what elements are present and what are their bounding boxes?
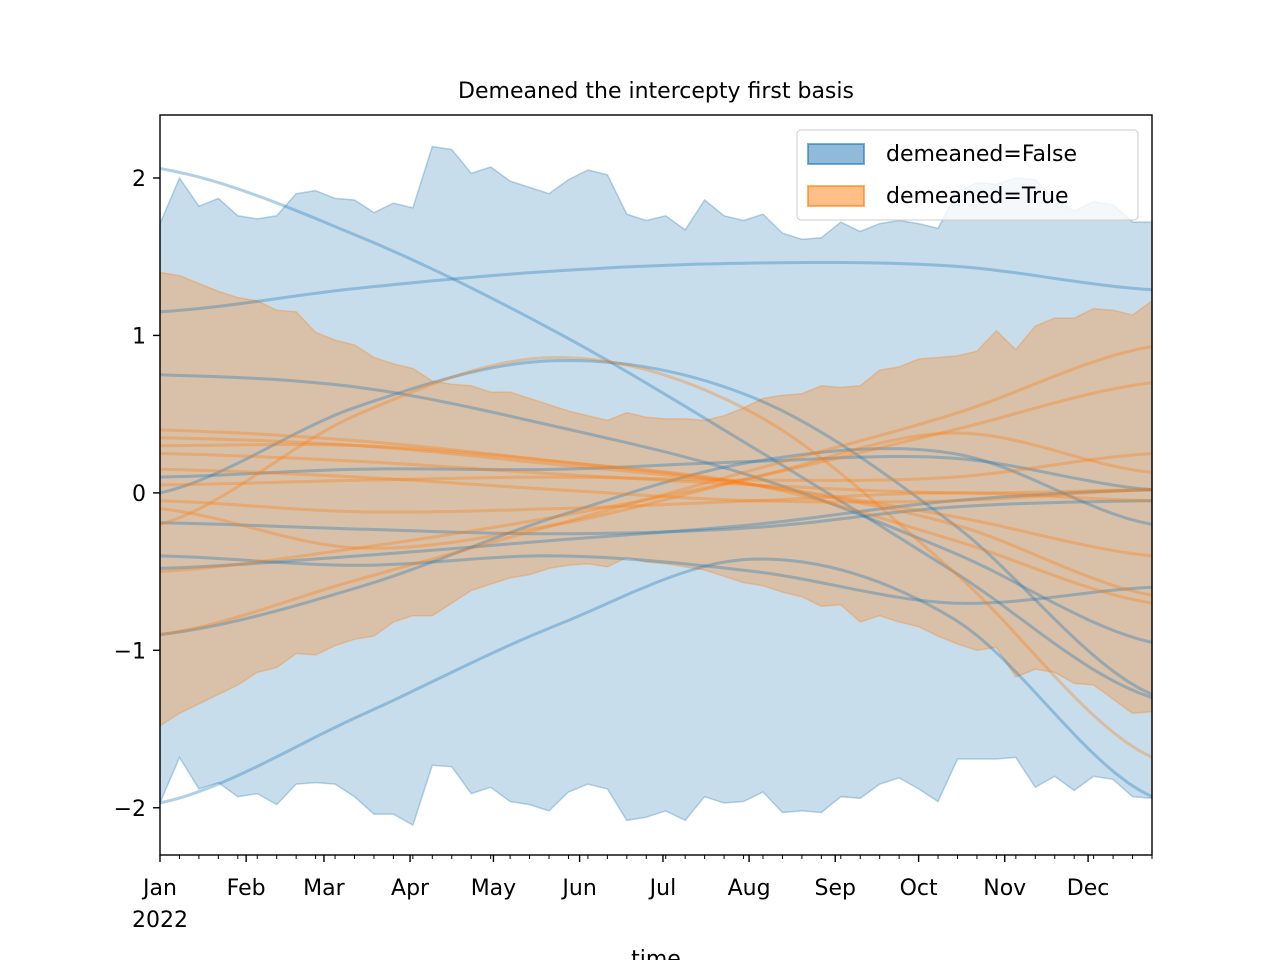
series-line-demeaned-false-8 bbox=[159, 447, 1153, 637]
legend-box bbox=[796, 129, 1139, 221]
series-line-demeaned-false-2 bbox=[159, 557, 1153, 805]
legend-items: demeaned=False demeaned=True bbox=[807, 142, 1077, 209]
legend-swatch bbox=[807, 143, 865, 165]
x-tick-label: Oct bbox=[900, 876, 938, 901]
chart-title: Demeaned the intercepty first basis bbox=[458, 79, 854, 104]
series-line-demeaned-true-1 bbox=[159, 356, 1153, 759]
series-line-demeaned-false-10 bbox=[159, 499, 1153, 536]
x-tick-label: Jun bbox=[560, 876, 596, 901]
x-tick-year-label: 2022 bbox=[132, 908, 188, 933]
x-tick-label: Sep bbox=[814, 876, 855, 901]
x-tick-label: Jul bbox=[648, 876, 677, 901]
y-tick-label: 2 bbox=[132, 167, 146, 192]
series-line-demeaned-false-1 bbox=[159, 167, 1153, 700]
x-tick-label: Nov bbox=[983, 876, 1026, 901]
basis-lines bbox=[159, 167, 1153, 805]
series-line-demeaned-true-2 bbox=[159, 428, 1153, 605]
x-axis-label: time bbox=[631, 947, 681, 960]
x-tick-label: Apr bbox=[391, 876, 430, 901]
y-axis-ticks: 2 1 0 −1 −2 bbox=[114, 167, 160, 822]
plot-area bbox=[159, 145, 1153, 827]
series-line-demeaned-true-9 bbox=[159, 491, 1153, 514]
series-line-demeaned-true-5 bbox=[159, 452, 1153, 495]
series-line-demeaned-true-4 bbox=[160, 443, 1153, 597]
y-tick-label: 1 bbox=[132, 324, 146, 349]
legend-swatch bbox=[807, 185, 865, 207]
series-line-demeaned-true-8 bbox=[159, 381, 1153, 574]
x-tick-label: Jan bbox=[141, 876, 177, 901]
y-tick-label: 0 bbox=[132, 482, 146, 507]
series-line-demeaned-true-3 bbox=[159, 344, 1153, 637]
series-line-demeaned-true-7 bbox=[159, 452, 1153, 487]
series-line-demeaned-true-6 bbox=[159, 431, 1153, 550]
legend-label: demeaned=False bbox=[886, 142, 1077, 167]
x-axis-ticks: Jan 2022 Feb Mar Apr May Jun Jul Aug Sep Oct Nov Dec bbox=[132, 855, 1153, 933]
x-tick-label: May bbox=[471, 876, 516, 901]
series-line-demeaned-true-11 bbox=[159, 467, 1153, 504]
y-tick-label: −1 bbox=[114, 639, 146, 664]
legend-label: demeaned=True bbox=[886, 184, 1069, 209]
confidence-bands bbox=[159, 145, 1153, 827]
x-tick-label: Feb bbox=[227, 876, 266, 901]
series-line-demeaned-false-5 bbox=[159, 554, 1153, 605]
series-line-demeaned-false-7 bbox=[159, 488, 1153, 570]
series-line-demeaned-false-9 bbox=[159, 359, 1153, 696]
legend: demeaned=False demeaned=True bbox=[796, 129, 1139, 221]
axes-frame bbox=[159, 114, 1153, 856]
x-tick-label: Aug bbox=[728, 876, 771, 901]
series-line-demeaned-false-3 bbox=[159, 261, 1153, 314]
x-tick-label: Dec bbox=[1067, 876, 1110, 901]
series-line-demeaned-false-6 bbox=[159, 455, 1153, 492]
y-tick-label: −2 bbox=[114, 797, 146, 822]
series-line-demeaned-false-4 bbox=[159, 373, 1153, 644]
x-tick-label: Mar bbox=[303, 876, 345, 901]
series-line-demeaned-true-10 bbox=[159, 436, 1153, 558]
